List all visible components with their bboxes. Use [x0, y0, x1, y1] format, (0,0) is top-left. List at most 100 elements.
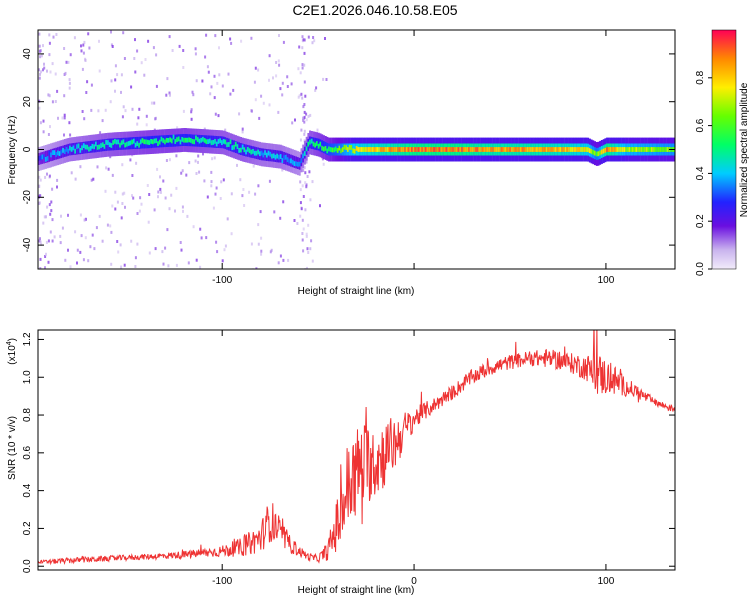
spectrogram-noise-cell	[311, 180, 314, 184]
spectrogram-noise-cell	[56, 178, 59, 182]
spectrogram-ridge-cell	[167, 138, 170, 143]
spectrogram-noise-cell	[104, 108, 107, 112]
spectrogram-ridge-cell	[666, 147, 669, 152]
spectrogram-ridge-cell	[454, 147, 457, 152]
spectrogram-ridge-cell	[227, 142, 230, 147]
spectrogram-ridge-cell	[115, 139, 118, 145]
spectrogram-ridge-cell	[231, 145, 234, 151]
spectrogram-ridge-cell	[416, 147, 419, 152]
spectrogram-noise-cell	[170, 193, 173, 197]
spectrogram-noise-cell	[153, 101, 156, 105]
spectrogram-ridge-cell	[139, 139, 142, 145]
spectrogram-noise-cell	[303, 51, 306, 55]
spectrogram-noise-cell	[259, 210, 262, 214]
spectrogram-noise-cell	[42, 119, 45, 123]
spectrogram-noise-cell	[82, 43, 85, 47]
spectrogram-ridge-cell	[191, 139, 194, 144]
spectrogram-noise-cell	[54, 100, 57, 103]
spectrogram-noise-cell	[257, 184, 260, 188]
spectrogram-noise-cell	[191, 90, 194, 94]
spectrogram-noise-cell	[279, 254, 282, 258]
spectrogram-noise-cell	[303, 63, 306, 67]
spectrogram-ridge-cell	[62, 148, 65, 153]
spectrogram-noise-cell	[38, 106, 41, 110]
spectrogram-ridge-cell	[473, 147, 476, 152]
spectrogram-noise-cell	[241, 127, 244, 131]
spectrogram-noise-cell	[301, 218, 304, 222]
spectrogram-noise-cell	[305, 232, 308, 236]
spectrogram-ridge-cell	[557, 147, 560, 152]
spectrogram-noise-cell	[302, 118, 304, 122]
spectrogram-noise-cell	[227, 72, 230, 76]
spectrogram-ridge-cell	[487, 147, 489, 152]
spectrogram-noise-cell	[39, 257, 42, 261]
spectrogram-noise-cell	[134, 265, 137, 268]
spectrogram-noise-cell	[303, 103, 306, 106]
spectrogram-ridge-cell	[404, 147, 407, 152]
spectrogram-noise-cell	[68, 81, 71, 85]
spectrogram-ridge-cell	[426, 147, 429, 152]
spectrogram-noise-cell	[301, 232, 304, 235]
spectrogram-noise-cell	[301, 46, 304, 50]
spectrogram-ridge-cell	[76, 144, 78, 150]
spectrogram-ridge-cell	[295, 161, 298, 167]
spectrogram-noise-cell	[43, 215, 46, 219]
spectrogram-ridge-cell	[278, 154, 280, 160]
spectrogram-ridge-cell	[96, 145, 99, 150]
spectrogram-noise-cell	[168, 91, 171, 95]
spectrogram-noise-cell	[248, 190, 251, 194]
spectrogram-noise-cell	[303, 110, 306, 114]
spectrogram-ridge-cell	[352, 148, 355, 154]
spectrogram-noise-cell	[80, 44, 82, 48]
spectrogram-ridge-cell	[89, 145, 92, 151]
spectrogram-noise-cell	[179, 241, 182, 244]
spectrogram-noise-cell	[253, 80, 256, 84]
spectrogram-noise-cell	[226, 217, 229, 221]
spectrogram-ridge-cell	[188, 137, 191, 143]
spectrogram-noise-cell	[81, 67, 84, 71]
spectrogram-noise-cell	[206, 65, 209, 69]
spectrogram-x-ticks: -100 100	[212, 30, 615, 286]
spectrogram-ridge-cell	[248, 148, 251, 154]
spectrogram-noise-cell	[134, 38, 136, 42]
spectrogram-ridge-cell	[214, 139, 217, 144]
spectrogram-ridge-cell	[122, 139, 125, 145]
spectrogram-noise-cell	[168, 158, 171, 162]
spectrogram-ridge-cell	[659, 147, 662, 152]
spectrogram-noise-cell	[297, 67, 300, 71]
spectrogram-ridge-cell	[236, 144, 239, 149]
spectrogram-noise-cell	[49, 230, 52, 234]
spectrogram-noise-cell	[182, 209, 184, 213]
spectrogram-noise-cell	[145, 123, 148, 127]
spectrogram-noise-cell	[197, 160, 199, 164]
spectrogram-noise-cell	[164, 246, 167, 250]
spectrogram-noise-cell	[305, 112, 308, 116]
spectrogram-noise-cell	[215, 240, 218, 244]
spectrogram-noise-cell	[63, 116, 66, 120]
snr-y-label: SNR (10 * v/v)	[7, 416, 18, 480]
spectrogram-noise-cell	[83, 218, 86, 222]
spectrogram-noise-cell	[187, 261, 190, 265]
spectrogram-ridge-cell	[397, 147, 400, 152]
spectrogram-ridge-cell	[279, 154, 282, 159]
spectrogram-noise-cell	[42, 130, 45, 134]
spectrogram-ridge-cell	[345, 145, 348, 151]
spectrogram-noise-cell	[277, 261, 280, 265]
spectrogram-ridge-cell	[464, 147, 467, 152]
spectrogram-ridge-cell	[153, 138, 156, 144]
spectrogram-y-tick-label: -40	[22, 237, 33, 252]
spectrogram-noise-cell	[156, 167, 159, 171]
spectrogram-noise-cell	[304, 94, 307, 98]
spectrogram-ridge-cell	[203, 138, 206, 143]
spectrogram-noise-cell	[210, 85, 213, 89]
colorbar: 0.0 0.2 0.4 0.6 0.8 Normalized spectral ampl…	[695, 29, 750, 276]
spectrogram-noise-cell	[168, 35, 171, 39]
spectrogram-noise-cell	[272, 76, 274, 80]
spectrogram-noise-cell	[45, 240, 48, 244]
spectrogram-noise-cell	[305, 185, 308, 189]
spectrogram-ridge-cell	[329, 147, 332, 152]
spectrogram-ridge-cell	[84, 144, 87, 150]
spectrogram-noise-cell	[44, 175, 47, 179]
spectrogram-ridge-cell	[436, 147, 439, 152]
spectrogram-x-tick-label: -100	[212, 275, 232, 286]
